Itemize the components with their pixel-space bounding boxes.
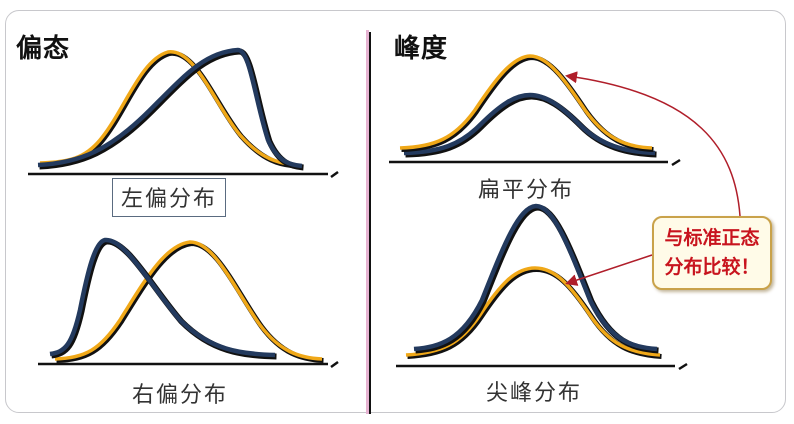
platykurtic-label: 扁平分布: [478, 178, 575, 203]
callout-line-2: 分布比较！: [664, 256, 760, 278]
leptokurtic-label: 尖峰分布: [486, 381, 583, 406]
slide-frame: [5, 10, 786, 413]
divider-shadow: [366, 30, 369, 414]
leptokurtic-plot: [396, 203, 688, 371]
left-skew-label: 左偏分布: [112, 178, 227, 217]
platykurtic-plot: [389, 54, 681, 167]
skewness-title: 偏态: [16, 34, 71, 64]
right-skew-plot: [38, 237, 339, 369]
comparison-callout: 与标准正态 分布比较！: [652, 216, 772, 290]
annotation-arrows: [565, 71, 741, 286]
panel-divider: [369, 32, 371, 414]
left-skew-plot: [28, 47, 339, 179]
right-skew-label: 右偏分布: [132, 383, 229, 408]
callout-line-1: 与标准正态: [664, 227, 760, 249]
kurtosis-title: 峰度: [394, 34, 449, 64]
